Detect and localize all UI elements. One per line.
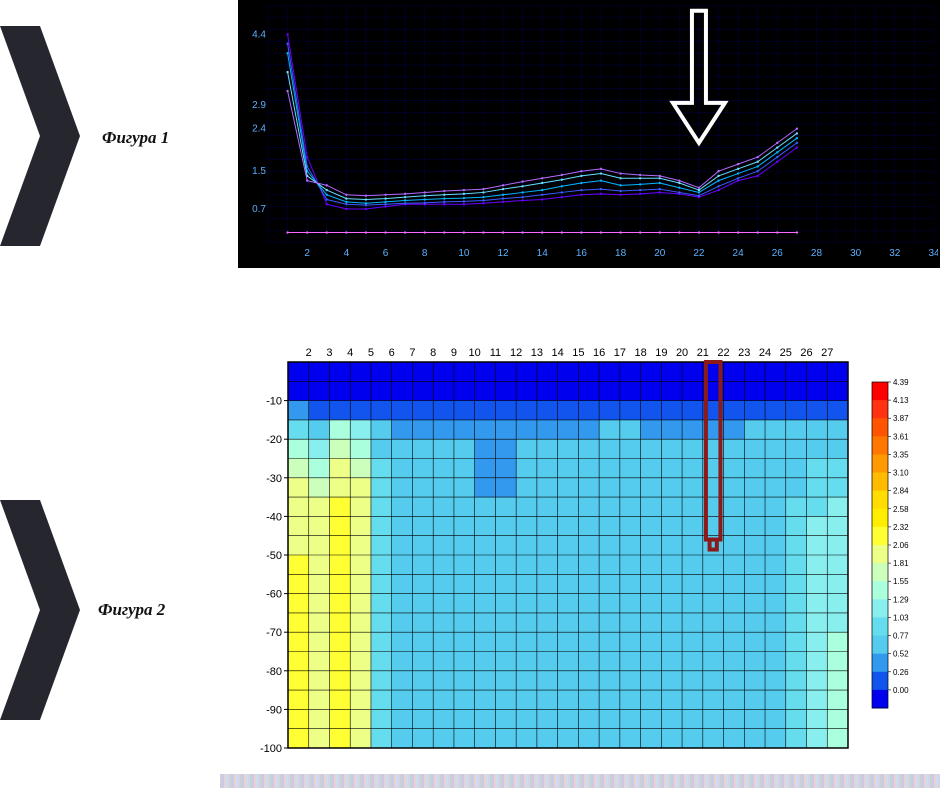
svg-text:-10: -10	[266, 396, 282, 408]
svg-text:2.06: 2.06	[893, 541, 909, 550]
svg-text:14: 14	[537, 248, 549, 259]
svg-text:25: 25	[780, 347, 792, 359]
chevron-shape-1	[0, 26, 80, 246]
figure2-label: Фигура 2	[98, 600, 165, 620]
svg-text:26: 26	[800, 347, 812, 359]
svg-text:32: 32	[889, 248, 901, 259]
svg-text:17: 17	[614, 347, 626, 359]
svg-text:4: 4	[344, 248, 350, 259]
svg-text:3.10: 3.10	[893, 469, 909, 478]
svg-text:12: 12	[497, 248, 509, 259]
svg-text:3: 3	[326, 347, 332, 359]
svg-text:18: 18	[634, 347, 646, 359]
svg-text:2.32: 2.32	[893, 523, 909, 532]
svg-text:4.39: 4.39	[893, 378, 909, 387]
svg-text:-100: -100	[260, 743, 282, 755]
svg-text:4: 4	[347, 347, 353, 359]
svg-text:-30: -30	[266, 473, 282, 485]
svg-text:6: 6	[383, 248, 389, 259]
svg-text:20: 20	[676, 347, 688, 359]
svg-text:1.55: 1.55	[893, 577, 909, 586]
svg-text:15: 15	[572, 347, 584, 359]
svg-text:0.26: 0.26	[893, 668, 909, 677]
svg-text:7: 7	[409, 347, 415, 359]
svg-text:-50: -50	[266, 550, 282, 562]
svg-text:8: 8	[422, 248, 428, 259]
svg-text:28: 28	[811, 248, 823, 259]
svg-text:2: 2	[306, 347, 312, 359]
svg-text:12: 12	[510, 347, 522, 359]
svg-text:6: 6	[389, 347, 395, 359]
line-chart: 0.71.52.42.94.42468101214161820222426283…	[238, 0, 940, 268]
svg-text:2.84: 2.84	[893, 487, 909, 496]
svg-text:4.13: 4.13	[893, 396, 909, 405]
svg-text:0.7: 0.7	[252, 204, 266, 215]
svg-text:0.77: 0.77	[893, 632, 909, 641]
svg-text:-70: -70	[266, 627, 282, 639]
svg-text:2.58: 2.58	[893, 505, 909, 514]
svg-text:20: 20	[654, 248, 666, 259]
svg-text:21: 21	[697, 347, 709, 359]
svg-text:10: 10	[469, 347, 481, 359]
svg-text:0.52: 0.52	[893, 650, 909, 659]
svg-text:22: 22	[717, 347, 729, 359]
svg-text:23: 23	[738, 347, 750, 359]
svg-text:1.03: 1.03	[893, 613, 909, 622]
svg-text:22: 22	[693, 248, 705, 259]
svg-text:3.61: 3.61	[893, 432, 909, 441]
svg-text:9: 9	[451, 347, 457, 359]
svg-text:3.87: 3.87	[893, 414, 909, 423]
svg-text:8: 8	[430, 347, 436, 359]
svg-text:26: 26	[772, 248, 784, 259]
svg-text:10: 10	[458, 248, 470, 259]
svg-text:2.9: 2.9	[252, 100, 266, 111]
svg-text:13: 13	[531, 347, 543, 359]
heatmap-chart: 2345678910111213141516171819202122232425…	[238, 340, 920, 758]
svg-text:14: 14	[552, 347, 564, 359]
svg-text:-80: -80	[266, 666, 282, 678]
svg-text:27: 27	[821, 347, 833, 359]
svg-text:19: 19	[655, 347, 667, 359]
svg-text:-90: -90	[266, 704, 282, 716]
svg-text:4.4: 4.4	[252, 29, 266, 40]
svg-text:30: 30	[850, 248, 862, 259]
svg-text:0.00: 0.00	[893, 686, 909, 695]
svg-text:1.5: 1.5	[252, 166, 266, 177]
svg-text:3.35: 3.35	[893, 450, 909, 459]
svg-text:18: 18	[615, 248, 627, 259]
svg-text:24: 24	[733, 248, 745, 259]
svg-text:1.81: 1.81	[893, 559, 909, 568]
svg-text:16: 16	[593, 347, 605, 359]
chevron-shape-2	[0, 500, 80, 720]
svg-text:34: 34	[928, 248, 938, 259]
svg-text:16: 16	[576, 248, 588, 259]
svg-text:24: 24	[759, 347, 771, 359]
svg-text:2: 2	[304, 248, 310, 259]
svg-text:-20: -20	[266, 434, 282, 446]
figure1-label: Фигура 1	[102, 128, 169, 148]
svg-text:5: 5	[368, 347, 374, 359]
svg-text:11: 11	[490, 347, 501, 359]
svg-text:-60: -60	[266, 589, 282, 601]
svg-text:1.29: 1.29	[893, 595, 909, 604]
svg-text:-40: -40	[266, 511, 282, 523]
svg-text:2.4: 2.4	[252, 124, 266, 135]
decorative-strip	[220, 774, 940, 788]
